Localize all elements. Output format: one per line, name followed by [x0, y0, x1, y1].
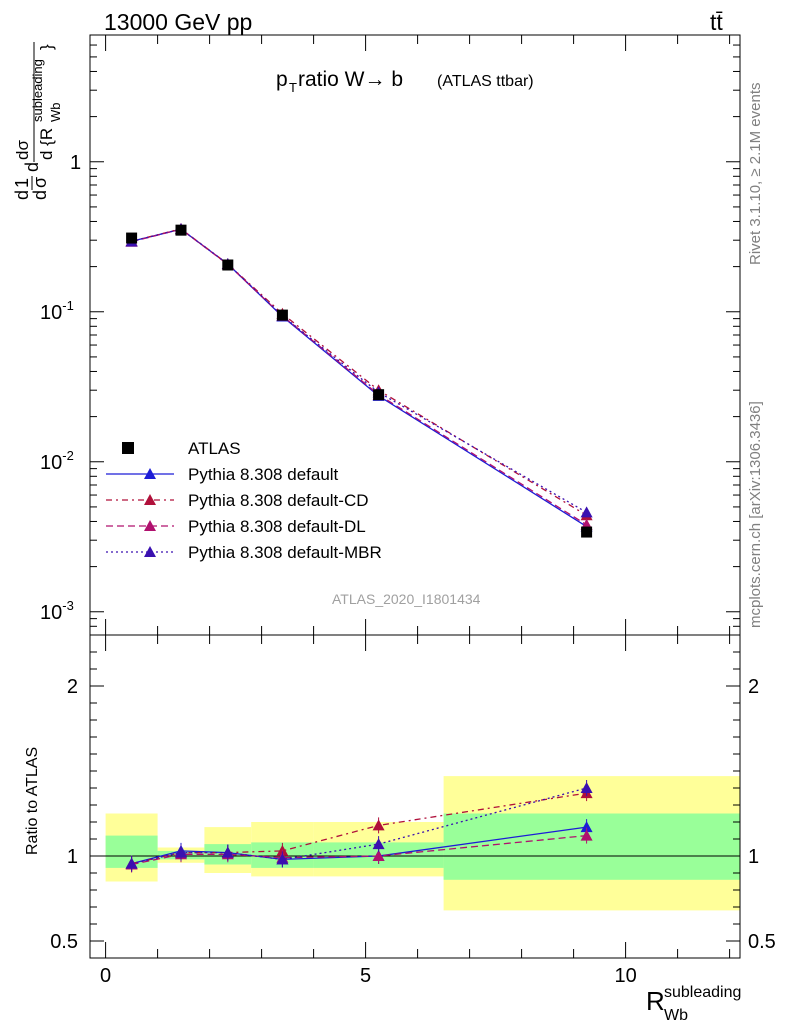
legend-marker — [144, 546, 156, 557]
data-point — [126, 232, 138, 244]
ratio-frame — [89, 634, 741, 959]
ratio-marker — [580, 821, 593, 833]
analysis-label: ATLAS_2020_I1801434 — [332, 591, 481, 607]
band-inner-bin — [443, 813, 740, 880]
x-axis-label: R Wb subleading — [646, 984, 741, 1024]
data-point — [276, 309, 288, 321]
axis-ticks: 10-3 10-2 10-1 1 0.5 0.5 1 1 2 2 0 5 10 — [40, 34, 776, 987]
series-line-main — [131, 228, 587, 516]
mcplots-label: mcplots.cern.ch [arXiv:1306.3436] — [747, 401, 764, 628]
process-label: tt̄ — [710, 9, 723, 35]
main-ylabel: d d 1 σ d dσ d {R Wb subleading } — [12, 42, 63, 200]
svg-text:Wb: Wb — [664, 1007, 688, 1024]
ratio-marker — [580, 782, 593, 793]
svg-text:d {R: d {R — [37, 128, 56, 160]
ratio-marker — [221, 846, 234, 858]
x-tick-label: 5 — [360, 965, 371, 987]
data-point — [373, 389, 385, 401]
svg-text:p: p — [276, 68, 288, 91]
svg-text:subleading: subleading — [664, 984, 741, 1001]
legend-marker — [144, 494, 156, 505]
rivet-label: Rivet 3.1.10, ≥ 2.1M events — [747, 83, 764, 266]
legend-label: Pythia 8.308 default-CD — [188, 491, 369, 510]
svg-text:1: 1 — [12, 178, 32, 188]
legend-marker-data — [122, 442, 134, 454]
main-series — [125, 222, 593, 538]
legend-label-data: ATLAS — [188, 439, 241, 458]
y-tick-label: 1 — [70, 152, 81, 174]
legend-label: Pythia 8.308 default-MBR — [188, 543, 382, 562]
ratio-marker — [372, 850, 385, 861]
legend: ATLAS Pythia 8.308 default Pythia 8.308 de… — [106, 439, 382, 562]
energy-label: 13000 GeV pp — [104, 9, 252, 35]
y-tick-label: 10-2 — [40, 448, 74, 474]
plot-title: p T ratio W→ b (ATLAS ttbar) — [276, 68, 534, 95]
data-point — [222, 259, 234, 271]
ratio-marker — [125, 857, 138, 869]
svg-text:R: R — [646, 986, 665, 1016]
svg-text:d: d — [30, 190, 50, 200]
legend-marker — [144, 520, 156, 531]
series-line-main — [131, 228, 587, 526]
series-marker — [580, 506, 593, 518]
ratio-marker — [372, 819, 385, 831]
svg-text:dσ: dσ — [13, 140, 32, 160]
svg-text:}: } — [37, 44, 56, 50]
svg-text:T: T — [289, 80, 297, 95]
ratio-tick-label: 0.5 — [50, 931, 78, 953]
ratio-uncertainty-bands — [90, 776, 740, 911]
data-point — [175, 224, 187, 236]
legend-label: Pythia 8.308 default-DL — [188, 517, 366, 536]
ratio-marker — [580, 829, 593, 841]
ratio-series — [125, 780, 593, 873]
svg-text:d: d — [12, 190, 32, 200]
svg-text:d: d — [22, 162, 42, 172]
ratio-ylabel: Ratio to ATLAS — [24, 747, 41, 855]
x-tick-label: 0 — [100, 965, 111, 987]
x-tick-label: 10 — [614, 965, 636, 987]
series-line-ratio — [131, 787, 587, 865]
legend-marker — [144, 468, 156, 479]
y-tick-label: 10-3 — [40, 598, 74, 624]
series-line-ratio — [131, 792, 587, 865]
series-line-ratio — [131, 834, 587, 866]
ratio-marker — [372, 838, 385, 850]
ratio-tick-label: 1 — [67, 846, 78, 868]
ratio-tick-label: 2 — [67, 676, 78, 698]
legend-label: Pythia 8.308 default — [188, 465, 339, 484]
svg-text:σ: σ — [30, 177, 50, 188]
svg-text:(ATLAS ttbar): (ATLAS ttbar) — [437, 73, 534, 90]
data-point — [581, 526, 593, 538]
ratio-tick-label-right: 0.5 — [748, 931, 776, 953]
ratio-marker — [175, 846, 187, 858]
y-tick-label: 10-1 — [40, 298, 74, 324]
svg-text:Wb: Wb — [48, 103, 63, 123]
ratio-tick-label-right: 1 — [748, 846, 759, 868]
ratio-tick-label-right: 2 — [748, 676, 759, 698]
svg-text:subleading: subleading — [30, 59, 45, 122]
ratio-marker — [276, 853, 289, 865]
svg-text:ratio W→ b: ratio W→ b — [298, 68, 403, 91]
